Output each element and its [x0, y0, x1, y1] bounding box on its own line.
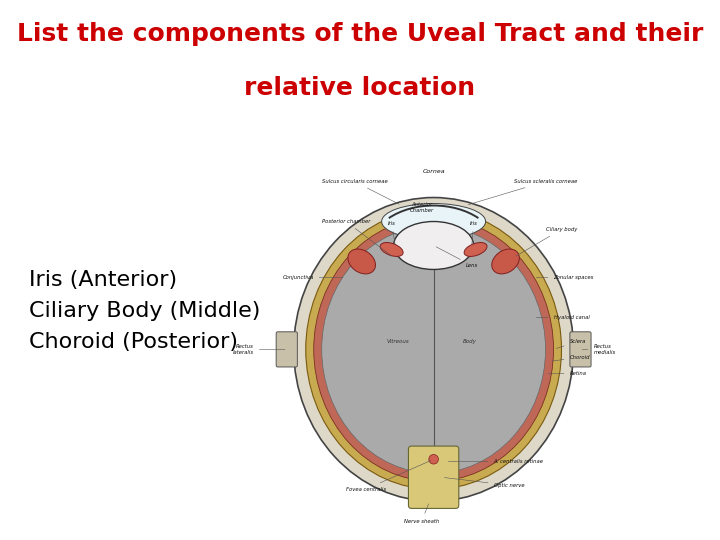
FancyBboxPatch shape	[408, 446, 459, 509]
Text: Anterior
Chamber: Anterior Chamber	[410, 202, 433, 213]
Text: Nerve sheath: Nerve sheath	[404, 504, 439, 524]
Text: Body: Body	[463, 339, 477, 344]
Text: Sclera: Sclera	[556, 339, 586, 348]
Text: List the components of the Uveal Tract and their: List the components of the Uveal Tract a…	[17, 22, 703, 45]
Ellipse shape	[322, 226, 546, 473]
Text: Hyaloid canal: Hyaloid canal	[536, 315, 590, 320]
Circle shape	[429, 455, 438, 464]
Text: Zonular spaces: Zonular spaces	[536, 275, 594, 280]
FancyBboxPatch shape	[276, 332, 297, 367]
Text: Vitreous: Vitreous	[387, 339, 409, 344]
Text: Ciliary body: Ciliary body	[516, 227, 577, 256]
Text: Rectus
lateralis: Rectus lateralis	[233, 344, 285, 355]
Ellipse shape	[314, 218, 554, 481]
Ellipse shape	[464, 242, 487, 256]
Ellipse shape	[394, 221, 474, 269]
Text: Iris: Iris	[388, 221, 395, 245]
Text: Fovea centralis: Fovea centralis	[346, 461, 431, 492]
Text: Retina: Retina	[549, 371, 587, 376]
Text: Conjunctiva: Conjunctiva	[282, 275, 343, 280]
Text: Lens: Lens	[436, 247, 478, 268]
Ellipse shape	[294, 198, 574, 501]
FancyBboxPatch shape	[570, 332, 591, 367]
Text: Posterior chamber: Posterior chamber	[322, 219, 392, 256]
Ellipse shape	[380, 242, 403, 256]
Text: Optic nerve: Optic nerve	[444, 477, 524, 488]
Ellipse shape	[306, 210, 562, 489]
Text: Rectus
medialis: Rectus medialis	[582, 344, 616, 355]
Text: Iris: Iris	[469, 221, 477, 245]
Text: Sulcus scleralis corneae: Sulcus scleralis corneae	[468, 179, 577, 205]
Text: relative location: relative location	[244, 76, 476, 99]
Text: Sulcus circularis corneae: Sulcus circularis corneae	[322, 179, 399, 204]
Text: Cornea: Cornea	[423, 169, 445, 174]
Text: A. centralis retinae: A. centralis retinae	[449, 459, 544, 464]
Ellipse shape	[492, 249, 519, 274]
Ellipse shape	[382, 204, 485, 240]
Text: Iris (Anterior)
Ciliary Body (Middle)
Choroid (Posterior): Iris (Anterior) Ciliary Body (Middle) Ch…	[29, 270, 260, 353]
Text: Choroid: Choroid	[552, 355, 590, 361]
Ellipse shape	[348, 249, 376, 274]
